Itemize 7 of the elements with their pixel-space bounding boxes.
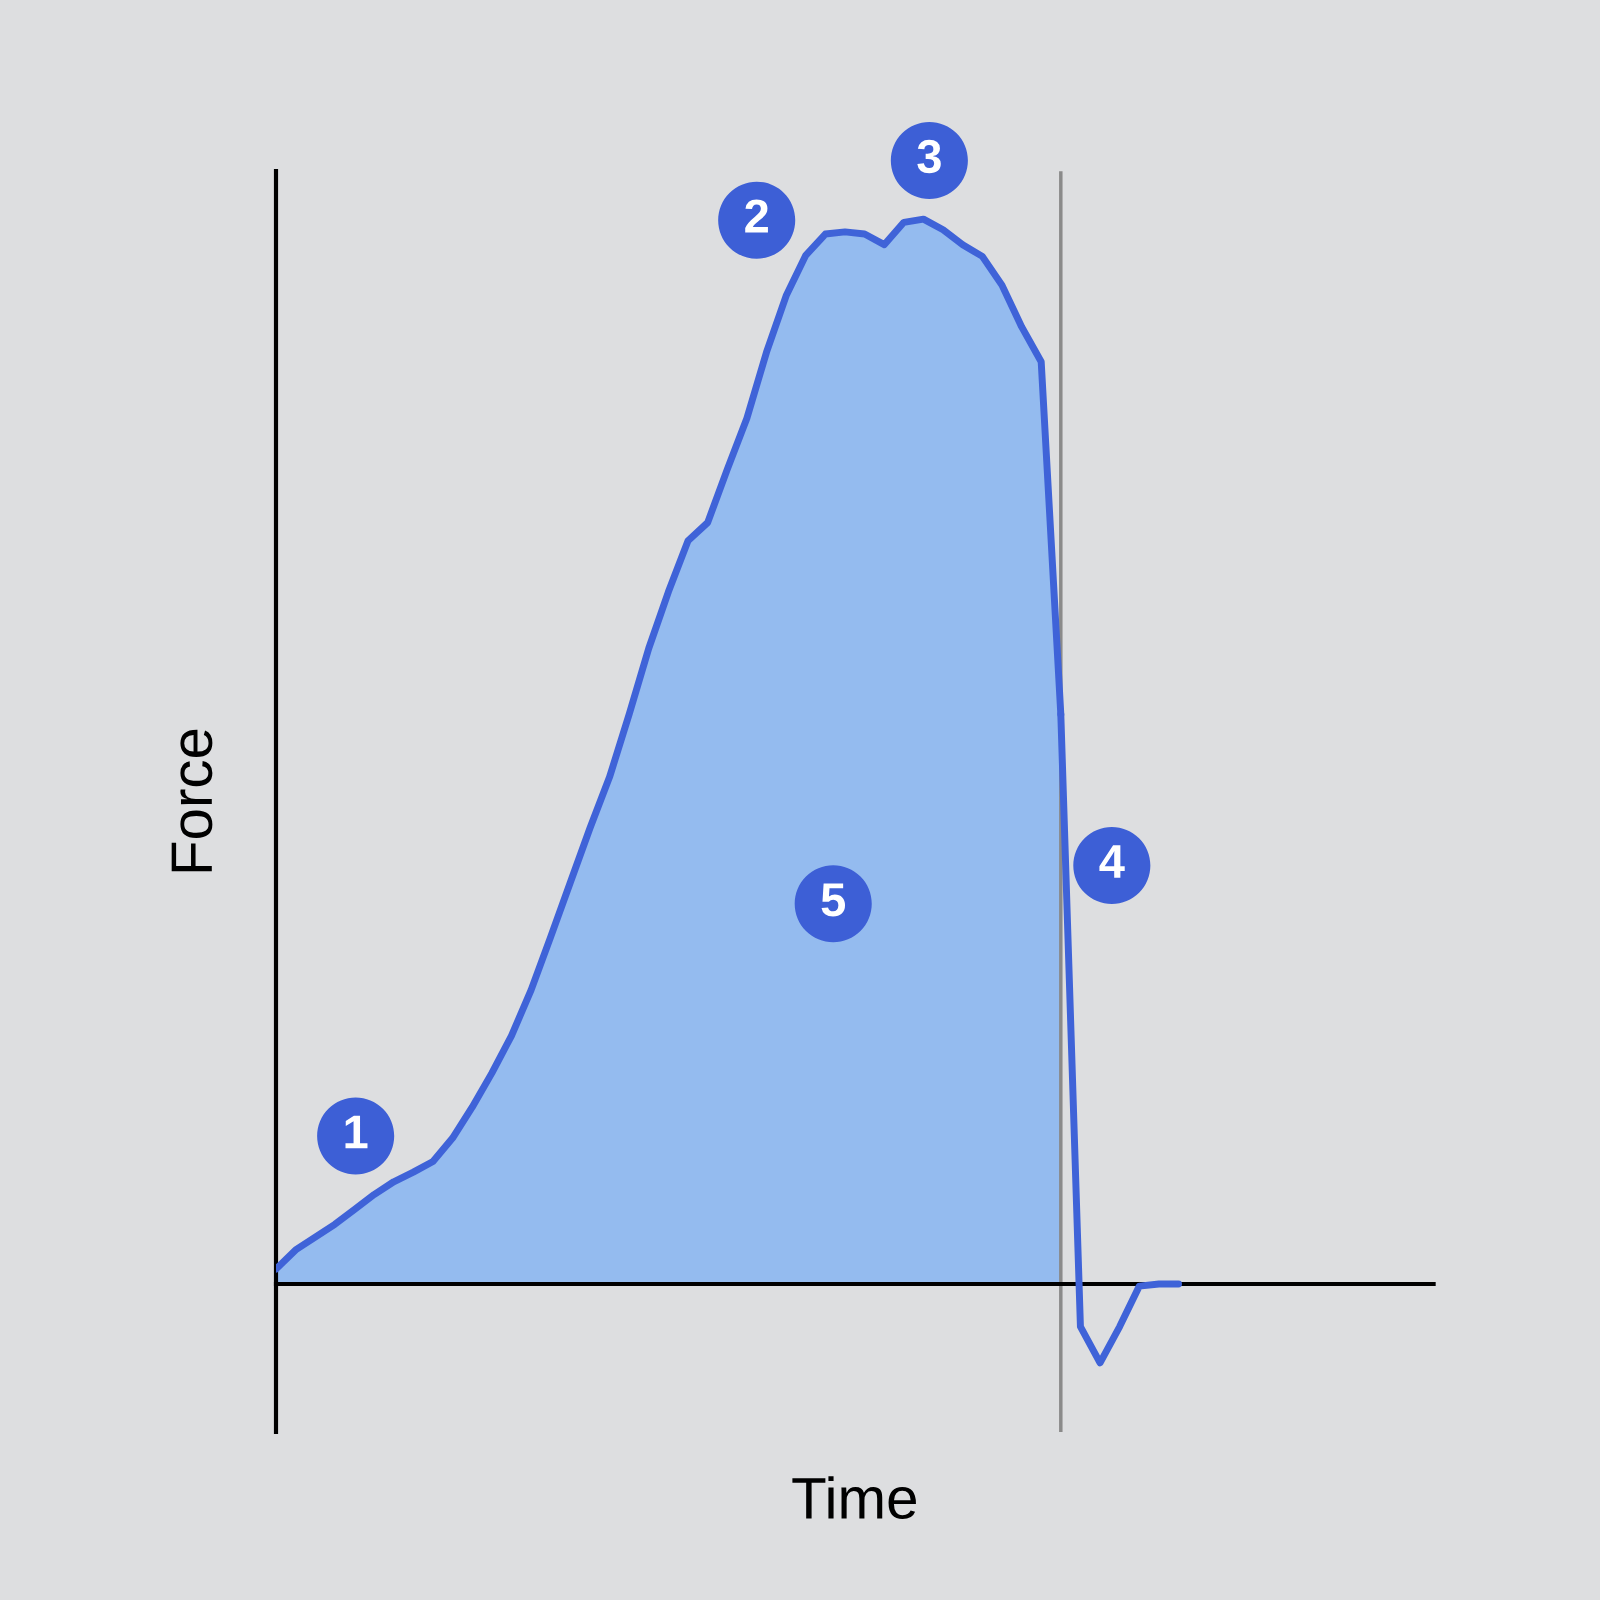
annotation: 4 bbox=[1099, 845, 1125, 878]
y-axis-title: Force bbox=[171, 729, 213, 872]
annotation: 2 bbox=[745, 199, 768, 233]
annotation: 5 bbox=[821, 883, 846, 917]
x-axis-title: Time bbox=[792, 1476, 916, 1519]
annotation: 1 bbox=[345, 1115, 368, 1149]
text: 3 bbox=[917, 139, 941, 174]
